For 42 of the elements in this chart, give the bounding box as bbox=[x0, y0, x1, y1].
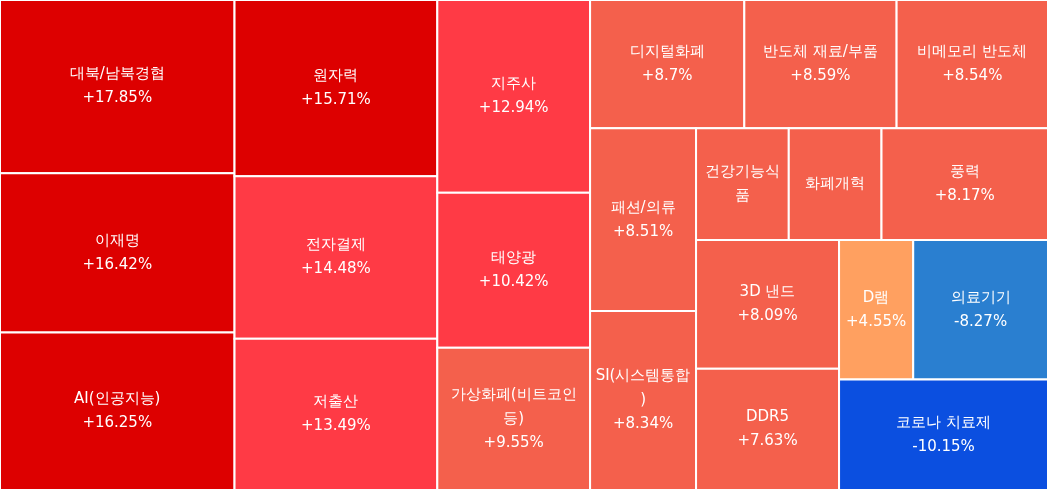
category-label: 풍력 bbox=[949, 162, 980, 181]
data-label: -10.15% bbox=[912, 436, 975, 455]
category-label: SI(시스템통합) bbox=[595, 366, 691, 409]
data-label: +9.55% bbox=[483, 432, 544, 451]
data-label: +17.85% bbox=[82, 88, 153, 107]
data-label: +16.42% bbox=[82, 254, 153, 273]
data-label: +8.17% bbox=[934, 186, 995, 205]
category-label: 원자력 bbox=[313, 66, 359, 85]
category-label: 패션/의류 bbox=[610, 197, 676, 216]
category-label: 비메모리 반도체 bbox=[917, 42, 1028, 61]
category-label: 가상화폐(비트코인 등) bbox=[450, 384, 577, 427]
category-label: 디지털화폐 bbox=[629, 42, 705, 61]
data-label: +13.49% bbox=[301, 416, 371, 435]
category-label: 코로나 치료제 bbox=[896, 412, 991, 431]
data-label: +16.25% bbox=[82, 413, 153, 432]
category-label: D램 bbox=[862, 287, 890, 306]
data-label: +10.42% bbox=[478, 272, 549, 291]
category-label: 3D 낸드 bbox=[739, 282, 796, 301]
data-label: +8.59% bbox=[790, 66, 851, 85]
data-label: +8.34% bbox=[612, 414, 674, 433]
data-label: +14.48% bbox=[301, 259, 371, 278]
category-label: 반도체 재료/부품 bbox=[763, 42, 878, 61]
data-label: -8.27% bbox=[954, 311, 1008, 330]
category-label: DDR5 bbox=[746, 407, 790, 426]
data-label: +7.63% bbox=[737, 431, 798, 450]
data-label: +8.51% bbox=[612, 221, 674, 240]
category-label: 전자결제 bbox=[305, 235, 366, 254]
category-label: 의료기기 bbox=[950, 287, 1011, 306]
data-label: +15.71% bbox=[301, 90, 371, 109]
category-label: 태양광 bbox=[491, 248, 537, 267]
category-label: 지주사 bbox=[491, 74, 537, 93]
data-label: +12.94% bbox=[478, 98, 549, 117]
category-label: 대북/남북경협 bbox=[69, 64, 165, 83]
category-label: 화폐개혁 bbox=[805, 174, 866, 193]
data-label: +8.09% bbox=[737, 306, 798, 325]
data-label: +4.55% bbox=[846, 311, 907, 330]
category-label: 건강기능식품 bbox=[704, 162, 780, 205]
category-label: 저출산 bbox=[313, 392, 359, 411]
data-label: +8.54% bbox=[942, 66, 1003, 85]
category-label: AI(인공지능) bbox=[74, 389, 161, 408]
category-label: 이재명 bbox=[94, 230, 140, 249]
data-label: +8.7% bbox=[641, 66, 693, 85]
